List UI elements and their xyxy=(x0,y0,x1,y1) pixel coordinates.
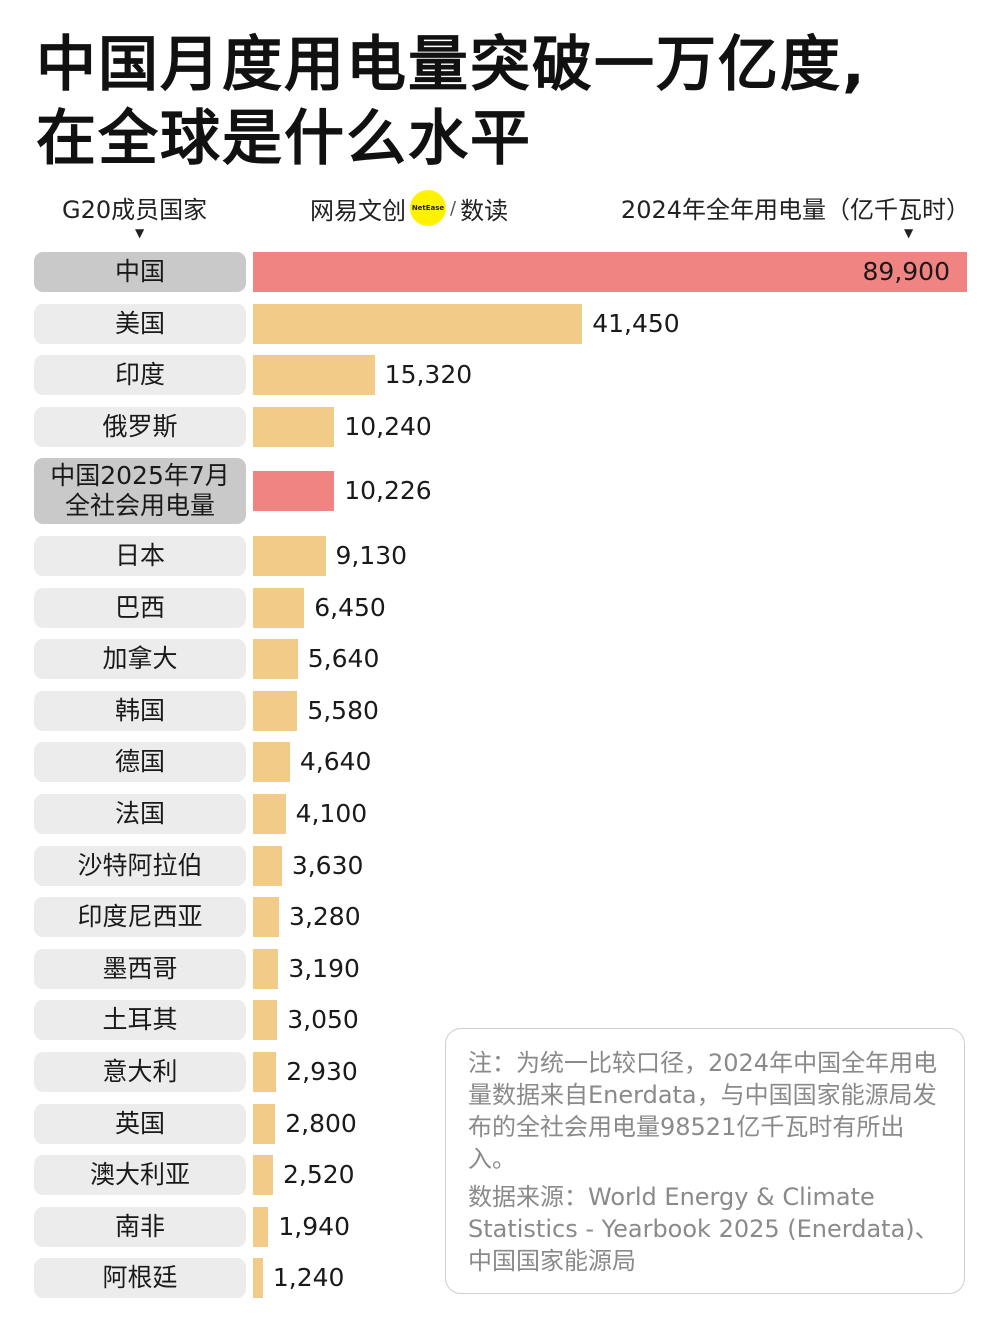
value-label: 4,100 xyxy=(295,799,368,828)
category-label-line: 中国2025年7月 xyxy=(50,461,230,491)
value-label: 10,226 xyxy=(344,476,432,506)
value-label: 3,190 xyxy=(288,953,360,983)
bar xyxy=(253,587,305,628)
category-label: 中国 xyxy=(34,252,246,292)
category-label: 法国 xyxy=(34,794,246,834)
category-label-line: 美国 xyxy=(114,308,165,338)
value-label: 89,900 xyxy=(862,257,950,286)
value-label: 2,930 xyxy=(286,1057,358,1086)
bar xyxy=(253,742,290,783)
category-label: 中国2025年7月 全社会用电量 xyxy=(34,458,246,525)
category-label-line: 日本 xyxy=(114,541,165,570)
value-label: 2,520 xyxy=(283,1160,355,1190)
category-label-line: 沙特阿拉伯 xyxy=(77,850,203,880)
category-label: 阿根廷 xyxy=(34,1258,246,1299)
value-label: 1,240 xyxy=(272,1263,345,1293)
category-label: 墨西哥 xyxy=(34,948,246,989)
value-label: 2,800 xyxy=(285,1108,357,1138)
value-label: 3,630 xyxy=(291,850,364,880)
bar xyxy=(253,690,298,731)
category-column-header: G20成员国家 xyxy=(62,196,208,224)
category-label: 韩国 xyxy=(34,690,246,731)
value-label: 1,940 xyxy=(278,1211,350,1241)
category-label-line: 印度尼西亚 xyxy=(77,902,203,932)
bar xyxy=(253,1258,263,1299)
value-label: 9,130 xyxy=(335,541,408,570)
bar xyxy=(253,355,375,396)
category-label-line: 全社会用电量 xyxy=(64,491,215,521)
bar xyxy=(253,948,279,989)
category-label-line: 俄罗斯 xyxy=(102,411,178,441)
bar xyxy=(253,303,583,344)
bar xyxy=(253,1155,273,1196)
title-line-1: 中国月度用电量突破一万亿度, xyxy=(36,30,867,100)
category-label-line: 南非 xyxy=(114,1211,165,1241)
category-label-line: 德国 xyxy=(114,747,165,777)
category-label: 日本 xyxy=(34,536,246,576)
bar xyxy=(253,252,967,292)
category-label-line: 巴西 xyxy=(114,592,165,622)
value-label: 3,050 xyxy=(287,1005,359,1035)
brand-logo: 网易文创 NetEase / 数读 xyxy=(310,190,508,226)
brand-name: 网易文创 xyxy=(310,196,406,225)
category-label-line: 土耳其 xyxy=(102,1005,178,1035)
category-label-line: 墨西哥 xyxy=(102,953,178,983)
bar xyxy=(253,639,298,680)
value-label: 5,580 xyxy=(307,695,379,725)
category-label-line: 英国 xyxy=(114,1108,165,1138)
category-header-arrow-icon: ▼ xyxy=(135,226,145,240)
value-header-arrow-icon: ▼ xyxy=(904,226,914,240)
category-label: 澳大利亚 xyxy=(34,1155,246,1196)
value-label: 6,450 xyxy=(314,592,386,622)
bar xyxy=(253,406,335,447)
note-text: 注：为统一比较口径，2024年中国全年用电量数据来自Enerdata，与中国国家… xyxy=(468,1049,938,1173)
value-column-header: 2024年全年用电量（亿千瓦时） xyxy=(620,196,970,224)
category-label-line: 韩国 xyxy=(114,695,165,725)
category-label-line: 印度 xyxy=(114,360,165,390)
value-label: 5,640 xyxy=(307,644,380,674)
brand-separator: / xyxy=(450,197,457,219)
category-label: 南非 xyxy=(34,1206,246,1247)
note-box: 注：为统一比较口径，2024年中国全年用电量数据来自Enerdata，与中国国家… xyxy=(445,1028,965,1294)
category-label-line: 阿根廷 xyxy=(102,1263,178,1293)
value-label: 41,450 xyxy=(592,308,680,338)
page-title: 中国月度用电量突破一万亿度, 在全球是什么水平 xyxy=(36,28,976,176)
bar xyxy=(253,1000,278,1041)
title-line-2: 在全球是什么水平 xyxy=(36,104,532,174)
category-label: 美国 xyxy=(34,303,246,344)
category-label: 意大利 xyxy=(34,1052,246,1092)
bar xyxy=(253,536,326,576)
category-label: 土耳其 xyxy=(34,1000,246,1041)
bar xyxy=(253,1103,276,1144)
value-label: 3,280 xyxy=(289,902,361,932)
category-label: 沙特阿拉伯 xyxy=(34,845,246,886)
category-label: 加拿大 xyxy=(34,639,246,680)
bar xyxy=(253,897,280,938)
category-label-line: 澳大利亚 xyxy=(89,1160,190,1190)
bar xyxy=(253,471,335,512)
value-label: 15,320 xyxy=(384,360,473,390)
bar xyxy=(253,845,282,886)
category-label: 巴西 xyxy=(34,587,246,628)
category-label-line: 中国 xyxy=(114,257,165,286)
category-label: 英国 xyxy=(34,1103,246,1144)
category-label: 印度 xyxy=(34,355,246,396)
brand-badge-icon: NetEase xyxy=(410,190,446,226)
category-label-line: 意大利 xyxy=(102,1057,178,1086)
category-label: 俄罗斯 xyxy=(34,406,246,447)
value-label: 10,240 xyxy=(344,411,432,441)
bar xyxy=(253,1206,269,1247)
category-label: 印度尼西亚 xyxy=(34,897,246,938)
source-text: 数据来源：World Energy & Climate Statistics -… xyxy=(468,1183,939,1275)
bar xyxy=(253,1052,277,1092)
bar xyxy=(253,794,286,834)
category-label-line: 法国 xyxy=(114,799,165,828)
category-label: 德国 xyxy=(34,742,246,783)
brand-section: 数读 xyxy=(460,196,509,225)
value-label: 4,640 xyxy=(299,747,372,777)
category-label-line: 加拿大 xyxy=(102,644,178,674)
